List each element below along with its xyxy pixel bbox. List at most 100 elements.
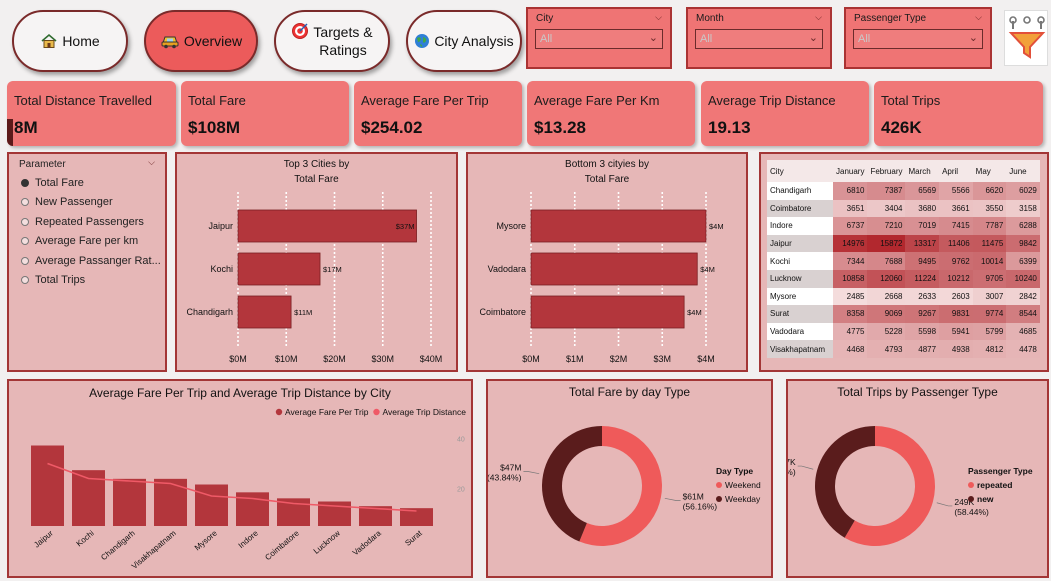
nav-overview-button[interactable]: Overview — [144, 10, 258, 72]
kpi-total-fare: Total Fare $108M — [181, 81, 349, 146]
radio-icon — [21, 198, 29, 206]
parameter-option-label: Total Trips — [35, 274, 86, 286]
bar[interactable] — [31, 445, 64, 527]
bar[interactable] — [237, 209, 417, 243]
parameter-option-new-passenger[interactable]: New Passenger — [21, 196, 113, 208]
donut-slice[interactable] — [542, 426, 602, 542]
matrix-value-cell: 7787 — [972, 217, 1007, 235]
matrix-month-header[interactable]: March — [905, 160, 940, 182]
day-type-donut-svg: $61M(56.16%) $47M(43.84%) Day Type Weekend W… — [488, 426, 761, 546]
x-tick-label: $1M — [566, 354, 584, 364]
category-label: Vadodara — [488, 264, 526, 274]
chart-title: Total Fare by day Type — [568, 385, 691, 399]
matrix-month-header[interactable]: January — [833, 160, 868, 182]
matrix-value-cell: 8358 — [833, 305, 868, 323]
x-tick-label: $0M — [229, 354, 247, 364]
slice-value-label: $47M — [500, 462, 521, 472]
legend-label[interactable]: Average Trip Distance — [382, 407, 466, 417]
matrix-value-cell: 7415 — [939, 217, 973, 235]
legend-title: Day Type — [716, 466, 753, 476]
bar[interactable] — [195, 484, 228, 527]
matrix-value-cell: 7344 — [833, 252, 868, 270]
matrix-value-cell: 5799 — [972, 322, 1007, 341]
radio-icon — [21, 257, 29, 265]
nav-home-label: Home — [62, 33, 100, 49]
slice-percent-label: (41.56%) — [788, 467, 796, 477]
matrix-month-header[interactable]: February — [867, 160, 906, 182]
legend-marker — [373, 408, 380, 416]
matrix-month-header[interactable]: April — [939, 160, 973, 182]
matrix-value-cell: 9069 — [867, 305, 906, 323]
donut-slice[interactable] — [815, 426, 875, 538]
parameter-option-label: Repeated Passengers — [35, 216, 144, 228]
matrix-row: Coimbatore 3651 3404 3680 3661 3550 3158 — [767, 199, 1040, 218]
bottom-cities-chart: Bottom 3 cityies by Total Fare $0M $1M $2M… — [466, 152, 748, 372]
chart-title-line2: Total Fare — [294, 174, 339, 185]
passenger-type-filter-dropdown[interactable]: All ⌄ — [853, 29, 983, 49]
parameter-option-total-trips[interactable]: Total Trips — [21, 274, 85, 286]
x-tick-label: $4M — [697, 354, 715, 364]
bar[interactable] — [237, 295, 292, 329]
bar[interactable] — [154, 478, 187, 526]
matrix-value-cell: 11224 — [905, 269, 940, 288]
data-label: $4M — [709, 222, 724, 231]
chart-title: Average Fare Per Trip and Average Trip D… — [89, 386, 391, 400]
bar[interactable] — [530, 295, 685, 329]
matrix-corner-header[interactable]: City — [767, 160, 833, 182]
legend-label[interactable]: Weekday — [725, 494, 761, 504]
legend-label[interactable]: repeated — [977, 480, 1012, 490]
bar[interactable] — [359, 506, 392, 526]
legend-label[interactable]: new — [977, 494, 994, 504]
bar[interactable] — [400, 508, 433, 526]
donut-slice[interactable] — [579, 426, 662, 546]
kpi-value: 426K — [881, 118, 922, 137]
matrix-city-cell: Kochi — [767, 252, 833, 270]
matrix-value-cell: 13317 — [905, 234, 940, 253]
line-series[interactable] — [47, 462, 417, 512]
bar[interactable] — [530, 209, 707, 243]
chevron-down-icon[interactable]: ⌵ — [148, 157, 155, 167]
filter-funnel-button[interactable] — [1004, 10, 1048, 66]
dropdown-arrow-icon: ⌄ — [648, 32, 658, 44]
parameter-option-average-fare-per-km[interactable]: Average Fare per km — [21, 235, 138, 247]
parameter-slicer: Parameter ⌵ Total Fare New Passenger Rep… — [7, 152, 167, 372]
month-filter-dropdown[interactable]: All ⌄ — [695, 29, 823, 49]
matrix-value-cell: 3651 — [833, 199, 868, 218]
chevron-down-icon[interactable]: ⌵ — [975, 12, 982, 22]
city-filter-dropdown[interactable]: All ⌄ — [535, 29, 663, 49]
bar[interactable] — [237, 252, 321, 286]
parameter-option-average-passenger-rating[interactable]: Average Passanger Rat... — [21, 255, 161, 267]
matrix-value-cell: 10212 — [939, 269, 973, 288]
matrix-value-cell: 6399 — [1006, 252, 1040, 270]
matrix-month-header[interactable]: May — [972, 160, 1007, 182]
legend-label[interactable]: Weekend — [725, 480, 761, 490]
nav-home-button[interactable]: Home — [12, 10, 128, 72]
filter-funnel-icon — [1008, 16, 1046, 59]
bar[interactable] — [113, 478, 146, 526]
donut-slice[interactable] — [844, 426, 935, 546]
matrix-body: Chandigarh 6810 7387 6569 5566 6620 6029 Coimba… — [767, 182, 1040, 358]
matrix-row: Lucknow 10858 12060 11224 10212 9705 10240 — [767, 269, 1040, 288]
chart-title: Total Trips by Passenger Type — [837, 385, 998, 399]
category-label: Coimbatore — [263, 528, 301, 562]
matrix-value-cell: 7210 — [867, 217, 906, 235]
chevron-down-icon[interactable]: ⌵ — [655, 12, 662, 22]
parameter-option-repeated-passengers[interactable]: Repeated Passengers — [21, 216, 144, 228]
radio-icon — [21, 237, 29, 245]
kpi-total-distance: Total Distance Travelled 8M — [7, 81, 176, 146]
kpi-average-fare-per-trip: Average Fare Per Trip $254.02 — [354, 81, 522, 146]
category-label: Chandigarh — [99, 529, 136, 562]
matrix-month-header[interactable]: June — [1006, 160, 1040, 182]
matrix-value-cell: 4775 — [833, 322, 868, 341]
chart-title: Top 3 Cities by Total Fare — [177, 157, 456, 187]
leader-line — [523, 471, 540, 475]
nav-city-analysis-button[interactable]: City Analysis — [406, 10, 522, 72]
legend-label[interactable]: Average Fare Per Trip — [285, 407, 369, 417]
nav-targets-ratings-button[interactable]: Targets & Ratings — [274, 10, 390, 72]
kpi-title: Average Trip Distance — [708, 93, 836, 108]
matrix-value-cell: 3550 — [972, 199, 1007, 218]
category-label: Surat — [403, 528, 424, 548]
chevron-down-icon[interactable]: ⌵ — [815, 12, 822, 22]
bar[interactable] — [530, 252, 698, 286]
parameter-option-total-fare[interactable]: Total Fare — [21, 177, 84, 189]
